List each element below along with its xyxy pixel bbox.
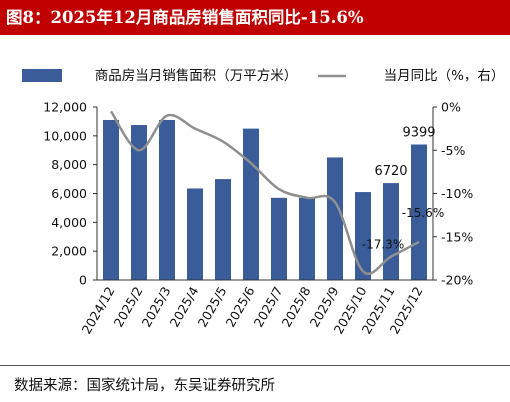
bar-9 xyxy=(355,192,371,280)
left-tick-label-6: 12,000 xyxy=(43,100,87,115)
x-tick-label-0: 2024/12 xyxy=(79,284,118,336)
bar-11 xyxy=(411,144,427,280)
data-label-line-2025-12: -15.6% xyxy=(402,206,444,220)
bar-0 xyxy=(103,119,119,280)
data-label-line-2025-11: -17.3% xyxy=(362,238,404,252)
legend-label-line: 当月同比（%，右） xyxy=(384,68,505,84)
bar-10 xyxy=(383,183,399,280)
bar-3 xyxy=(187,188,203,280)
bar-5 xyxy=(243,128,259,280)
bar-6 xyxy=(271,197,287,280)
right-tick-label-3: -15% xyxy=(441,229,473,244)
right-tick-label-0: 0% xyxy=(441,100,461,115)
chart: 商品房当月销售面积（万平方米） 当月同比（%，右） 0 2,000 4,000 6,000… xyxy=(22,68,505,336)
left-tick-label-4: 8,000 xyxy=(51,157,87,172)
data-label-bar-2025-11: 6720 xyxy=(374,164,407,179)
right-tick-label-1: -5% xyxy=(441,143,465,158)
bar-7 xyxy=(299,197,315,280)
bar-2 xyxy=(159,119,175,280)
left-tick-label-5: 10,000 xyxy=(43,128,87,143)
data-label-bar-2025-12: 9399 xyxy=(402,125,435,140)
yoy-line xyxy=(109,110,420,275)
left-tick-label-2: 4,000 xyxy=(51,215,87,230)
left-tick-label-3: 6,000 xyxy=(51,186,87,201)
left-tick-label-1: 2,000 xyxy=(51,244,87,259)
bar-1 xyxy=(131,125,147,280)
title-background xyxy=(0,0,510,33)
bar-4 xyxy=(215,179,231,280)
source-note: 数据来源：国家统计局，东吴证券研究所 xyxy=(14,378,275,394)
left-tick-label-0: 0 xyxy=(79,273,87,288)
title-rule xyxy=(0,33,510,35)
source-rule xyxy=(0,365,510,366)
right-tick-label-2: -10% xyxy=(441,186,473,201)
figure-title: 图8：2025年12月商品房销售面积同比-15.6% xyxy=(6,8,364,27)
legend-swatch-bars xyxy=(22,69,62,82)
bar-8 xyxy=(327,157,343,280)
legend-label-bars: 商品房当月销售面积（万平方米） xyxy=(95,68,298,84)
right-tick-label-4: -20% xyxy=(441,273,473,288)
